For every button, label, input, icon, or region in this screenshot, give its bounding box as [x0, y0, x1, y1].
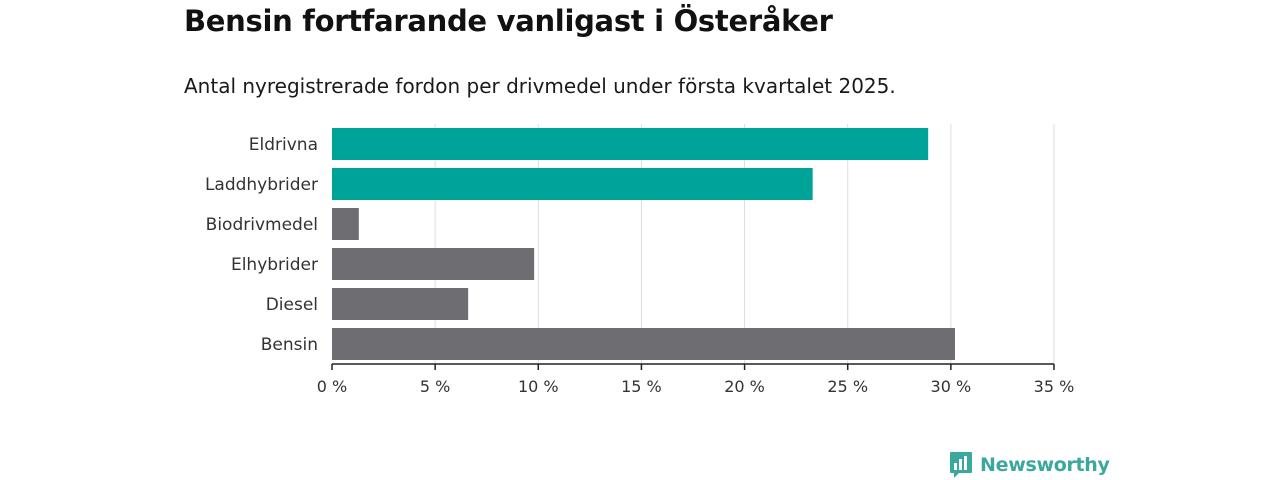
category-label: Elhybrider	[231, 255, 318, 275]
bar	[332, 168, 813, 200]
bar	[332, 128, 929, 160]
x-tick-label: 15 %	[621, 377, 662, 396]
x-tick-label: 35 %	[1034, 377, 1075, 396]
chart-title: Bensin fortfarande vanligast i Österåker	[184, 4, 833, 38]
x-tick-label: 0 %	[317, 377, 347, 396]
x-tick-label: 20 %	[724, 377, 765, 396]
x-tick-label: 30 %	[931, 377, 972, 396]
bar	[332, 328, 955, 360]
category-label: Eldrivna	[249, 135, 318, 155]
bar	[332, 208, 359, 240]
brand-logo: Newsworthy	[948, 450, 1110, 480]
chart-subtitle: Antal nyregistrerade fordon per drivmede…	[184, 74, 896, 98]
category-label: Bensin	[261, 335, 318, 355]
brand-name: Newsworthy	[980, 454, 1110, 476]
bar	[332, 248, 535, 280]
category-label: Biodrivmedel	[206, 215, 318, 235]
x-tick-label: 5 %	[420, 377, 450, 396]
x-tick-label: 25 %	[827, 377, 868, 396]
category-label: Laddhybrider	[205, 175, 318, 195]
newsworthy-logo-icon	[950, 452, 972, 478]
bar	[332, 288, 469, 320]
x-tick-label: 10 %	[518, 377, 559, 396]
category-label: Diesel	[266, 295, 318, 315]
